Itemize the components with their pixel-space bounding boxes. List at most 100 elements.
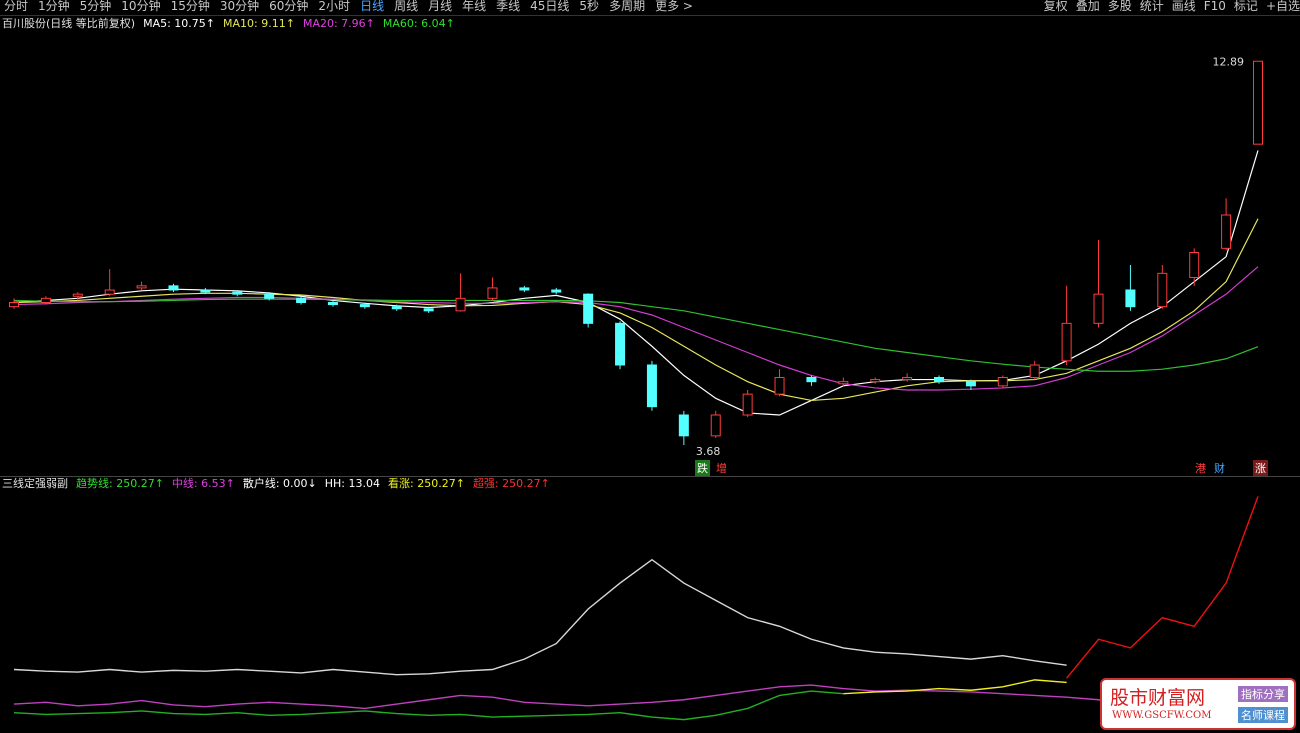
candle-body <box>455 297 466 312</box>
period-tab[interactable]: 45日线 <box>530 0 570 13</box>
candle-body <box>1221 214 1232 249</box>
candle-body <box>1029 364 1040 378</box>
indicator-label: 看涨: 250.27↑ <box>388 477 465 490</box>
low-label: 3.68 <box>696 445 721 458</box>
candle-body <box>902 377 913 381</box>
tool-toolbar: 复权 叠加 多股 统计 画线 F10 标记 +自选 <box>1040 0 1300 14</box>
candle-body <box>934 377 945 383</box>
period-tab[interactable]: 月线 <box>428 0 453 13</box>
marker: 港 <box>1195 462 1206 475</box>
candle-body <box>40 297 51 304</box>
tool-button[interactable]: 复权 <box>1043 0 1068 13</box>
candle-body <box>583 293 594 324</box>
period-tab[interactable]: 2小时 <box>318 0 351 13</box>
candle-body <box>104 289 115 295</box>
candle-body <box>646 364 657 408</box>
period-toolbar: 分时 1分钟 5分钟 10分钟 15分钟 30分钟 60分钟 2小时 日线 周线 月线 年线 季线 45日… <box>0 0 693 14</box>
ma-label: MA60: 6.04↑ <box>382 17 455 30</box>
period-tab[interactable]: 年线 <box>462 0 487 13</box>
tool-button[interactable]: F10 <box>1203 0 1226 13</box>
price-header: 百川股份(日线 等比前复权) MA5: 10.75↑ MA10: 9.11↑ MA20… <box>2 17 455 31</box>
candle-body <box>72 293 83 297</box>
candle-body <box>615 322 626 366</box>
candle-body <box>264 293 275 299</box>
tool-button[interactable]: 多股 <box>1107 0 1132 13</box>
candle-body <box>965 381 976 387</box>
period-tab[interactable]: 日线 <box>360 0 385 13</box>
period-tab[interactable]: 10分钟 <box>121 0 161 13</box>
indicator-title: 三线定强弱副 <box>2 477 68 490</box>
indicator-line <box>13 266 1259 391</box>
candle-body <box>359 304 370 308</box>
candle-body <box>678 414 689 437</box>
tool-button[interactable]: 叠加 <box>1075 0 1100 13</box>
candle-body <box>200 289 211 293</box>
watermark-tag: 指标分享 <box>1238 686 1288 702</box>
indicator-label: 中线: 6.53↑ <box>171 477 235 490</box>
candle-body <box>1061 322 1072 362</box>
period-tab[interactable]: 分时 <box>4 0 29 13</box>
candle-body <box>232 291 243 295</box>
candle-body <box>519 287 530 291</box>
marker: 跌 <box>695 460 710 476</box>
stock-title: 百川股份(日线 等比前复权) <box>2 17 136 30</box>
candle-body <box>806 377 817 383</box>
candle-body <box>551 289 562 293</box>
ma-label: MA10: 9.11↑ <box>223 17 295 30</box>
period-tab[interactable]: 5分钟 <box>79 0 112 13</box>
candle-body <box>296 297 307 304</box>
period-tab[interactable]: 5秒 <box>579 0 600 13</box>
indicator-label: HH: 13.04 <box>324 477 381 490</box>
tool-button[interactable]: 统计 <box>1139 0 1164 13</box>
candle-body <box>423 308 434 312</box>
candle-body <box>1189 252 1200 278</box>
indicator-line <box>13 298 1259 372</box>
marker: 增 <box>716 462 727 475</box>
indicator-label: 趋势线: 250.27↑ <box>76 477 164 490</box>
candle-body <box>487 287 498 299</box>
period-tab[interactable]: 15分钟 <box>170 0 210 13</box>
divider <box>0 15 1300 16</box>
watermark: 股市财富网 WWW.GSCFW.COM 指标分享 名师课程 <box>1100 678 1296 730</box>
candle-body <box>136 285 147 289</box>
indicator-line <box>13 690 844 721</box>
candle-body <box>168 285 179 291</box>
indicator-line <box>843 679 1067 695</box>
period-tab[interactable]: 周线 <box>394 0 419 13</box>
period-tab[interactable]: 60分钟 <box>269 0 309 13</box>
divider <box>0 476 1300 477</box>
candle-body <box>742 393 753 416</box>
indicator-header: 三线定强弱副 趋势线: 250.27↑ 中线: 6.53↑ 散户线: 0.00↓ HH:… <box>2 477 550 491</box>
marker: 涨 <box>1253 460 1268 476</box>
candle-body <box>327 302 338 306</box>
indicator-line <box>13 558 1067 676</box>
candle-body <box>710 414 721 437</box>
candle-body <box>391 306 402 310</box>
period-tab[interactable]: 1分钟 <box>38 0 70 13</box>
indicator-line <box>1066 496 1259 679</box>
candle-body <box>1093 293 1104 324</box>
period-tab[interactable]: 更多 > <box>655 0 693 13</box>
candle-body <box>9 302 19 308</box>
indicator-label: 散户线: 0.00↓ <box>242 477 317 490</box>
watermark-name: 股市财富网 <box>1110 687 1206 709</box>
candle-body <box>1157 272 1168 308</box>
period-tab[interactable]: 30分钟 <box>219 0 260 13</box>
candle-body <box>838 381 849 385</box>
tool-button[interactable]: 标记 <box>1233 0 1258 13</box>
tool-button[interactable]: 画线 <box>1171 0 1196 13</box>
candle-body <box>997 377 1008 387</box>
tool-button[interactable]: +自选 <box>1265 0 1300 13</box>
marker: 财 <box>1214 462 1225 475</box>
ma-label: MA5: 10.75↑ <box>143 17 216 30</box>
period-tab[interactable]: 季线 <box>496 0 521 13</box>
candle-body <box>1125 289 1136 308</box>
candle-body <box>774 377 785 395</box>
watermark-tag: 名师课程 <box>1238 707 1288 723</box>
indicator-line <box>13 684 1131 710</box>
watermark-url: WWW.GSCFW.COM <box>1112 710 1212 721</box>
period-tab[interactable]: 多周期 <box>609 0 646 13</box>
high-label: 12.89 <box>1213 55 1245 68</box>
indicator-line <box>13 218 1259 402</box>
